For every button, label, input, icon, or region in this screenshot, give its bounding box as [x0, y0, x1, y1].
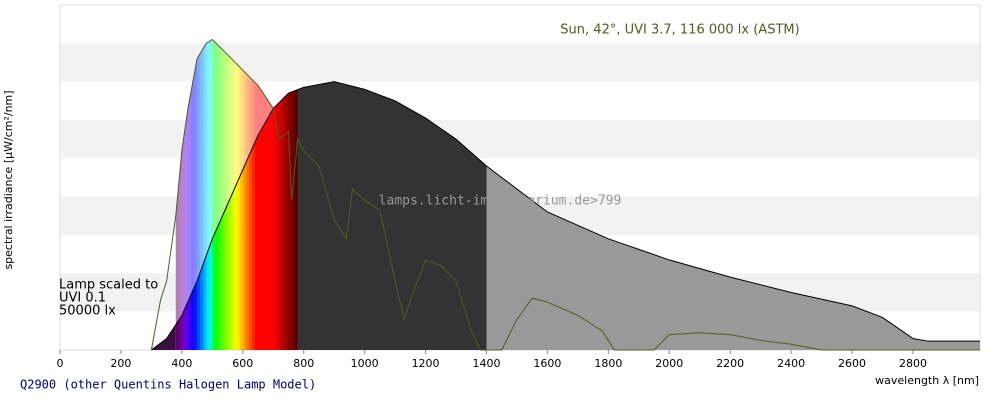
spectrum-strip [258, 81, 262, 350]
spectrum-strip [218, 39, 222, 350]
spectrum-strip [194, 39, 198, 350]
lamp-annotation: Lamp scaled to [59, 278, 158, 293]
spectrum-strip [215, 39, 219, 350]
x-tick-label: 2800 [899, 357, 927, 370]
x-axis-label: wavelength λ [nm] [875, 374, 979, 387]
spectrum-strip [184, 39, 189, 350]
spectrum-strip [224, 81, 229, 350]
spectrum-strip [227, 39, 232, 350]
spectrum-strip [251, 81, 256, 350]
x-tick-label: 1400 [472, 357, 500, 370]
spectrum-strip [233, 81, 238, 350]
spectrum-strip [248, 81, 253, 350]
spectrum-strip [273, 81, 277, 350]
x-tick-label: 2400 [777, 357, 805, 370]
x-tick-label: 800 [293, 357, 314, 370]
watermark: lamps.licht-im-terrarium.de>799 [379, 194, 622, 209]
spectrum-strip [230, 81, 235, 350]
spectrum-strip [206, 39, 210, 350]
x-tick-label: 0 [57, 357, 64, 370]
spectrum-strip [288, 81, 293, 350]
plot: 0 200 400 600 800 1000 1200 1400 1600 1800 2000 220… [57, 4, 981, 370]
spectrum-strip [209, 39, 213, 350]
spectrum-strip [221, 81, 226, 350]
lamp-annotation: UVI 0.1 [59, 291, 106, 306]
spectrum-strip [285, 81, 289, 350]
spectrum-strip [187, 39, 192, 350]
spectrum-strip [291, 81, 296, 350]
spectrum-strip [200, 39, 204, 350]
spectrum-strip [190, 39, 195, 350]
spectrum-strip [270, 81, 274, 350]
spectrum-strip [224, 39, 229, 350]
spectrum-strip [261, 81, 265, 350]
x-tick-label: 2000 [655, 357, 683, 370]
spectrum-strip [294, 81, 299, 350]
spectrum-strip [239, 81, 244, 350]
sun-line [150, 38, 980, 351]
spectrum-strip [276, 81, 280, 350]
x-tick-label: 1800 [594, 357, 622, 370]
lamp-outline [151, 81, 980, 351]
x-tick-label: 2600 [838, 357, 866, 370]
sun-label: Sun, 42°, UVI 3.7, 116 000 lx (ASTM) [560, 23, 799, 38]
spectrum-strip [282, 81, 286, 350]
x-tick-label: 1000 [351, 357, 379, 370]
spectrum-strip [242, 81, 247, 350]
spectrum-strip [197, 39, 201, 350]
spectrum-strip [236, 81, 241, 350]
x-tick-label: 2200 [716, 357, 744, 370]
spectrum-strip [203, 39, 207, 350]
spectrum-strip [279, 81, 283, 350]
spectrum-strip [264, 81, 268, 350]
spectrum-strip [181, 39, 186, 350]
footer: Q2900 (other Quentins Halogen Lamp Model… [20, 378, 316, 392]
spectrum-strip [245, 81, 250, 350]
spectrum-strip [254, 81, 259, 350]
x-tick-label: 600 [232, 357, 253, 370]
x-tick-label: 1200 [412, 357, 440, 370]
spectrum-strip [178, 39, 183, 350]
spectrum-strip [212, 39, 216, 350]
spectrum-strip [267, 81, 271, 350]
spectrum-strip [227, 81, 232, 350]
x-tick-label: 1600 [533, 357, 561, 370]
y-axis-label: spectral irradiance [µW/cm²/nm] [2, 90, 15, 269]
x-tick-label: 200 [110, 357, 131, 370]
grid-band [60, 5, 980, 44]
x-tick-label: 400 [171, 357, 192, 370]
lamp-annotation: 50000 lx [59, 304, 116, 319]
spectrum-strip [221, 39, 226, 350]
